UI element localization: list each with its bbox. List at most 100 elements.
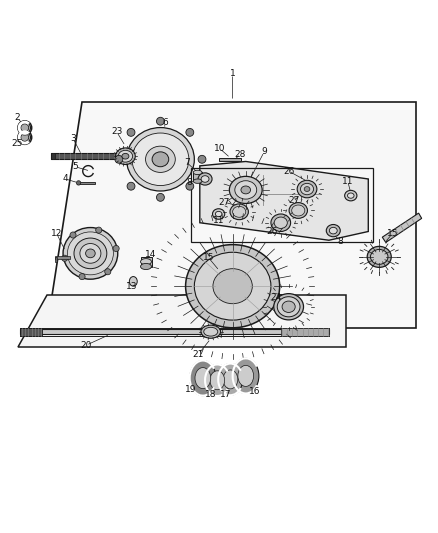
Text: 1: 1: [229, 69, 235, 78]
Ellipse shape: [118, 150, 132, 162]
Polygon shape: [20, 328, 42, 336]
Ellipse shape: [140, 263, 151, 270]
Ellipse shape: [215, 212, 221, 216]
Ellipse shape: [80, 244, 101, 263]
Text: 12: 12: [51, 229, 62, 238]
Ellipse shape: [201, 325, 220, 338]
Ellipse shape: [209, 371, 224, 390]
Text: 26: 26: [266, 227, 277, 236]
Ellipse shape: [273, 294, 303, 320]
Ellipse shape: [223, 370, 237, 389]
Text: 15: 15: [202, 253, 214, 262]
Polygon shape: [77, 182, 95, 184]
Text: 14: 14: [145, 250, 155, 259]
Text: 11: 11: [212, 216, 224, 225]
Ellipse shape: [344, 190, 356, 201]
Polygon shape: [54, 257, 57, 262]
Text: 24: 24: [269, 293, 280, 302]
Ellipse shape: [122, 154, 129, 159]
Circle shape: [79, 273, 85, 280]
Ellipse shape: [291, 205, 304, 216]
Ellipse shape: [240, 186, 250, 194]
Ellipse shape: [277, 297, 299, 317]
Text: 27: 27: [288, 196, 299, 205]
Ellipse shape: [212, 209, 224, 219]
Text: 16: 16: [248, 387, 260, 395]
Circle shape: [18, 121, 32, 135]
Ellipse shape: [129, 277, 137, 286]
Text: 17: 17: [220, 390, 231, 399]
Polygon shape: [51, 153, 117, 159]
Ellipse shape: [194, 368, 210, 389]
Text: 8: 8: [186, 177, 191, 187]
Ellipse shape: [140, 259, 151, 265]
Ellipse shape: [304, 187, 309, 191]
Circle shape: [156, 193, 164, 201]
Ellipse shape: [132, 133, 188, 185]
Ellipse shape: [145, 146, 175, 172]
Polygon shape: [51, 153, 55, 159]
Circle shape: [156, 117, 164, 125]
Ellipse shape: [347, 193, 353, 198]
Ellipse shape: [152, 152, 168, 167]
Ellipse shape: [237, 366, 253, 386]
Ellipse shape: [67, 232, 113, 275]
Ellipse shape: [193, 179, 201, 183]
Ellipse shape: [288, 203, 307, 219]
Polygon shape: [193, 172, 201, 181]
Text: 15: 15: [386, 229, 397, 238]
Ellipse shape: [282, 301, 294, 312]
Circle shape: [76, 181, 81, 185]
Ellipse shape: [201, 176, 208, 182]
Ellipse shape: [232, 206, 245, 217]
Circle shape: [185, 182, 193, 190]
Ellipse shape: [230, 204, 248, 220]
Ellipse shape: [229, 176, 261, 204]
Text: 25: 25: [12, 140, 23, 149]
Ellipse shape: [74, 238, 106, 269]
Circle shape: [95, 227, 102, 233]
Circle shape: [113, 245, 119, 252]
Ellipse shape: [194, 252, 270, 320]
Ellipse shape: [325, 224, 339, 237]
Text: 2: 2: [14, 113, 20, 122]
Ellipse shape: [328, 228, 336, 234]
Polygon shape: [199, 161, 367, 240]
Text: 3: 3: [70, 134, 76, 143]
Polygon shape: [20, 329, 328, 334]
Circle shape: [18, 131, 32, 144]
Text: 27: 27: [218, 198, 229, 207]
Text: 10: 10: [213, 144, 225, 153]
Ellipse shape: [85, 249, 95, 258]
Polygon shape: [46, 102, 416, 328]
Ellipse shape: [270, 214, 290, 231]
Circle shape: [21, 133, 28, 141]
Ellipse shape: [218, 364, 242, 395]
Ellipse shape: [126, 127, 194, 191]
Text: 28: 28: [234, 150, 246, 158]
Circle shape: [185, 128, 193, 136]
Text: 7: 7: [184, 158, 189, 167]
Circle shape: [127, 128, 134, 136]
Ellipse shape: [366, 246, 390, 268]
Circle shape: [198, 155, 205, 163]
Text: 21: 21: [192, 350, 204, 359]
Text: 6: 6: [162, 118, 167, 127]
Ellipse shape: [63, 228, 117, 279]
Polygon shape: [18, 295, 346, 348]
Text: 11: 11: [341, 176, 353, 185]
Ellipse shape: [185, 245, 279, 328]
Text: 20: 20: [80, 341, 92, 350]
Circle shape: [115, 155, 123, 163]
Circle shape: [105, 269, 111, 275]
Text: 13: 13: [126, 282, 138, 290]
Ellipse shape: [189, 361, 215, 395]
Ellipse shape: [212, 269, 252, 304]
Polygon shape: [381, 213, 421, 243]
Polygon shape: [55, 256, 70, 259]
Text: 4: 4: [63, 174, 68, 183]
Text: 8: 8: [336, 237, 342, 246]
Ellipse shape: [234, 181, 256, 199]
Ellipse shape: [232, 358, 258, 393]
Polygon shape: [280, 328, 328, 336]
